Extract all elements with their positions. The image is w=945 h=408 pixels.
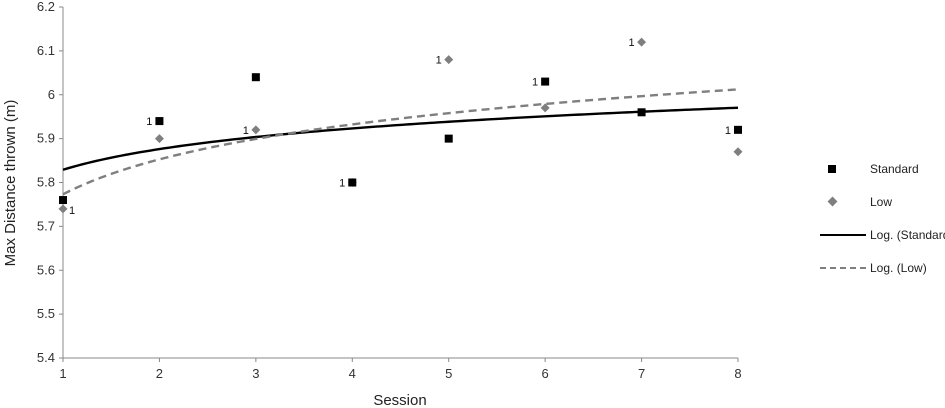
annotation-label: 1 [436, 55, 442, 67]
legend-label: Standard [870, 161, 919, 176]
y-tick-label: 5.9 [37, 131, 55, 146]
y-tick-label: 6 [48, 87, 55, 102]
low-point [251, 125, 261, 135]
x-axis-title: Session [373, 392, 426, 408]
legend-label: Log. (Low) [870, 260, 927, 275]
low-point [154, 134, 164, 144]
y-axis-title: Max Distance thrown (m) [2, 100, 19, 267]
diamond-marker-icon [820, 196, 870, 208]
square-marker-icon [820, 163, 870, 175]
annotation-label: 1 [146, 116, 152, 128]
annotation-label: 1 [243, 125, 249, 137]
standard-point [348, 178, 357, 187]
annotation-label: 1 [339, 178, 345, 190]
data-points [58, 37, 743, 214]
legend-item-standard: Standard [820, 152, 945, 185]
annotations: 1 1 1 1 1 1 1 1 [69, 37, 731, 217]
standard-point [59, 196, 67, 205]
annotation-label: 1 [725, 125, 731, 137]
legend-item-low: Low [820, 185, 945, 218]
legend-item-log-standard: Log. (Standard) [820, 218, 945, 251]
legend: Standard Low Log. (Standard) Log. (Low) [820, 152, 945, 284]
legend-item-log-low: Log. (Low) [820, 251, 945, 284]
x-tick-label: 7 [638, 366, 645, 381]
annotation-label: 1 [532, 77, 538, 89]
standard-point [155, 117, 164, 126]
low-point [540, 103, 550, 113]
standard-point [734, 125, 742, 134]
y-tick-label: 5.8 [37, 175, 55, 190]
y-tick-label: 5.7 [37, 218, 55, 233]
axes: 5.4 5.5 5.6 5.7 5.8 5.9 6 6.1 6.2 1 2 3 4 5 6 7 8 [37, 0, 742, 381]
standard-point [637, 108, 646, 117]
x-tick-label: 4 [349, 366, 356, 381]
low-point [733, 147, 743, 157]
x-tick-label: 3 [252, 366, 259, 381]
trendline-log-standard [62, 106, 739, 171]
trendline-log-low [62, 88, 739, 196]
solid-line-icon [820, 229, 870, 241]
low-point [637, 37, 647, 47]
x-tick-label: 5 [445, 366, 452, 381]
y-tick-label: 5.4 [37, 350, 55, 365]
x-tick-label: 6 [542, 366, 549, 381]
x-tick-label: 8 [734, 366, 741, 381]
y-tick-label: 5.6 [37, 262, 55, 277]
low-point [58, 204, 68, 214]
standard-point [444, 134, 453, 143]
annotation-label: 1 [69, 205, 75, 217]
trendlines [62, 88, 739, 196]
annotation-label: 1 [628, 37, 634, 49]
standard-point [541, 77, 550, 86]
legend-label: Low [870, 194, 893, 209]
legend-label: Log. (Standard) [870, 227, 945, 242]
standard-point [251, 73, 260, 82]
x-tick-label: 2 [156, 366, 163, 381]
dashed-line-icon [820, 262, 870, 274]
y-tick-label: 6.1 [37, 43, 55, 58]
x-tick-label: 1 [59, 366, 66, 381]
y-tick-label: 5.5 [37, 306, 55, 321]
y-tick-label: 6.2 [37, 0, 55, 14]
low-point [444, 55, 454, 65]
